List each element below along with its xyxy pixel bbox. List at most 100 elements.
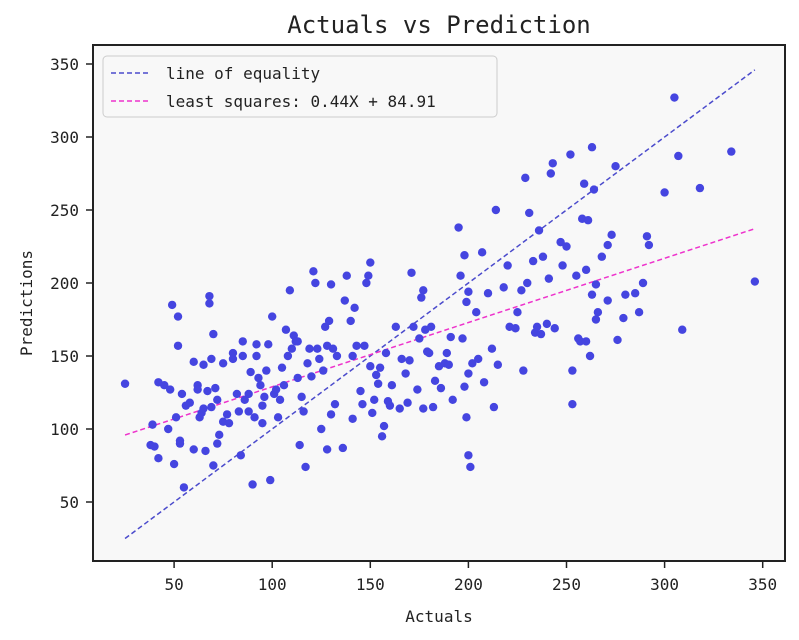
data-point — [468, 359, 477, 368]
chart-title: Actuals vs Prediction — [287, 11, 590, 39]
data-point — [256, 381, 265, 390]
data-point — [503, 261, 512, 270]
data-point — [544, 274, 554, 283]
legend-equality-label: line of equality — [166, 64, 320, 83]
x-axis-label: Actuals — [405, 607, 472, 626]
data-point — [556, 237, 565, 247]
data-point — [401, 369, 410, 378]
data-point — [521, 173, 530, 183]
y-tick-label: 50 — [60, 493, 79, 512]
data-point — [148, 420, 157, 429]
data-point — [446, 332, 455, 342]
data-point — [120, 379, 130, 388]
x-axis-ticks: 50 100 150 200 250 300 350 — [164, 561, 777, 594]
data-point — [238, 351, 247, 361]
data-point — [558, 261, 567, 270]
data-point — [585, 351, 595, 361]
data-point — [326, 410, 336, 419]
data-point — [209, 329, 218, 339]
data-point — [279, 381, 289, 390]
data-point — [397, 354, 406, 364]
data-point — [542, 319, 552, 329]
data-point — [299, 407, 308, 416]
data-point — [695, 183, 705, 193]
data-point — [415, 334, 424, 343]
data-point — [326, 280, 336, 289]
data-point — [366, 362, 375, 371]
data-point — [391, 322, 401, 331]
data-point — [189, 445, 198, 454]
data-point — [173, 341, 183, 350]
data-point — [581, 337, 591, 346]
data-point — [246, 367, 255, 377]
data-point — [305, 344, 314, 353]
data-point — [407, 268, 416, 277]
data-point — [167, 300, 177, 310]
data-point — [264, 340, 273, 349]
data-point — [309, 267, 318, 276]
data-point — [248, 480, 257, 489]
data-point — [456, 271, 465, 280]
data-point — [519, 366, 528, 375]
data-point — [283, 351, 293, 361]
data-point — [234, 407, 244, 416]
data-point — [424, 348, 434, 358]
data-point — [315, 354, 324, 364]
data-point — [175, 439, 185, 448]
data-point — [311, 278, 320, 288]
data-point — [281, 325, 291, 334]
data-point — [342, 271, 351, 280]
data-point — [193, 385, 202, 394]
data-point — [572, 271, 581, 280]
data-point — [301, 462, 310, 472]
data-point — [479, 378, 489, 387]
data-point — [566, 150, 575, 159]
data-point — [593, 308, 603, 317]
data-point — [260, 392, 269, 402]
data-point — [271, 385, 281, 394]
equality-line — [124, 69, 756, 540]
data-point — [303, 359, 312, 368]
data-point — [607, 230, 616, 240]
data-point — [244, 389, 253, 399]
data-point — [464, 451, 473, 460]
data-point — [603, 296, 612, 305]
data-point — [419, 286, 428, 295]
data-point — [462, 297, 471, 307]
data-point — [340, 296, 349, 305]
data-point — [536, 329, 546, 339]
x-tick-label: 250 — [552, 575, 581, 594]
plot-area — [93, 45, 785, 561]
data-point — [377, 432, 387, 441]
legend-fit-label: least squares: 0.44X + 84.91 — [166, 92, 436, 111]
data-point — [222, 410, 232, 419]
data-point — [385, 401, 395, 410]
data-point — [332, 351, 342, 361]
data-point — [150, 442, 159, 451]
data-point — [328, 344, 338, 353]
data-point — [350, 303, 359, 313]
data-point — [472, 308, 481, 317]
y-tick-label: 300 — [50, 128, 79, 147]
data-point — [483, 289, 493, 298]
data-point — [371, 370, 381, 380]
data-point — [660, 188, 669, 197]
x-tick-label: 300 — [650, 575, 679, 594]
data-point — [169, 459, 179, 469]
data-point — [591, 280, 601, 289]
data-point — [409, 322, 418, 331]
data-point — [587, 143, 597, 152]
data-point — [346, 316, 355, 326]
data-point — [293, 337, 302, 346]
data-point — [352, 341, 361, 350]
data-points — [120, 93, 760, 492]
data-point — [252, 340, 261, 349]
data-point — [293, 373, 302, 383]
y-tick-label: 100 — [50, 420, 79, 439]
data-point — [330, 399, 340, 409]
data-point — [295, 440, 304, 450]
y-tick-label: 150 — [50, 347, 79, 366]
data-point — [532, 322, 542, 331]
data-point — [356, 386, 365, 396]
data-point — [199, 404, 208, 413]
